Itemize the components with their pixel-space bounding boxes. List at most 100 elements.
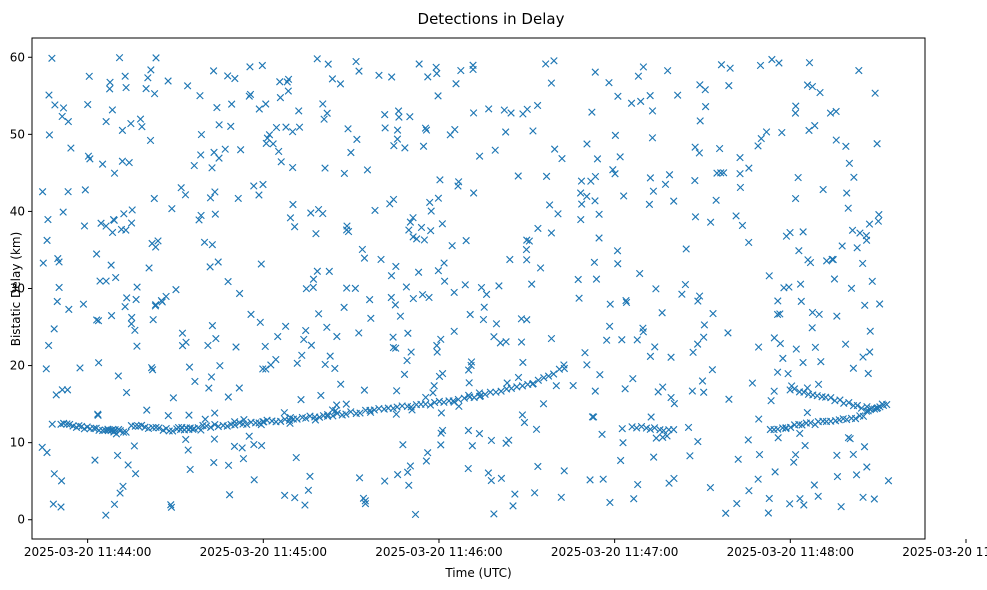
- detection-point: [811, 343, 820, 352]
- detection-point: [796, 429, 804, 438]
- detection-point: [700, 321, 709, 329]
- detection-point: [150, 194, 158, 203]
- detection-point: [281, 322, 290, 331]
- detection-point: [577, 200, 586, 208]
- detection-point: [157, 296, 166, 305]
- detection-point: [511, 490, 519, 498]
- detection-point: [177, 183, 185, 192]
- detection-point: [784, 369, 792, 378]
- detection-point: [182, 338, 190, 346]
- y-tick-label: 20: [10, 359, 25, 373]
- detection-point: [209, 67, 218, 75]
- detection-point: [110, 500, 119, 509]
- detection-point: [191, 377, 199, 386]
- detection-point: [342, 410, 350, 418]
- detection-point: [815, 310, 823, 319]
- detection-point: [530, 489, 539, 497]
- detection-point: [826, 109, 835, 117]
- detection-point: [658, 309, 666, 317]
- detection-point: [786, 386, 794, 394]
- detection-point: [545, 201, 554, 209]
- detection-point: [258, 61, 267, 70]
- detection-point: [502, 338, 510, 346]
- detection-point: [426, 227, 435, 235]
- detection-point: [53, 297, 61, 306]
- detection-point: [306, 472, 314, 481]
- detection-point: [319, 209, 327, 218]
- detection-point: [670, 197, 678, 205]
- detection-point: [495, 282, 503, 290]
- detection-point: [490, 510, 498, 518]
- detection-point: [302, 414, 310, 422]
- detection-point: [267, 361, 275, 369]
- detection-point: [54, 254, 62, 263]
- detection-point: [590, 258, 599, 267]
- detection-point: [243, 420, 251, 429]
- detection-point: [361, 497, 370, 505]
- detection-point: [136, 115, 145, 123]
- detection-point: [786, 228, 794, 237]
- detection-point: [128, 313, 136, 322]
- detection-point: [387, 293, 396, 302]
- detection-point: [360, 386, 369, 394]
- detection-point: [392, 387, 401, 395]
- detection-point: [417, 223, 426, 232]
- detection-point: [262, 139, 270, 148]
- detection-point: [128, 206, 136, 214]
- detection-point: [246, 90, 255, 99]
- detection-point: [762, 128, 771, 136]
- detection-point: [691, 143, 699, 151]
- detection-point: [791, 194, 800, 203]
- detection-point: [224, 393, 233, 401]
- detection-point: [622, 298, 631, 307]
- detection-point: [622, 296, 630, 305]
- detection-point: [701, 102, 710, 111]
- detection-point: [324, 60, 332, 68]
- detection-point: [873, 404, 882, 412]
- detection-point: [122, 226, 130, 234]
- detection-point: [202, 422, 211, 430]
- detection-point: [736, 169, 744, 178]
- detection-point: [768, 55, 776, 64]
- detection-point: [790, 385, 799, 393]
- detection-point: [845, 159, 854, 168]
- detection-point: [189, 425, 197, 434]
- detection-point: [525, 237, 534, 245]
- detection-point: [864, 407, 872, 415]
- detection-point: [484, 105, 493, 113]
- detection-point: [637, 422, 646, 431]
- detection-point: [301, 501, 309, 509]
- detection-point: [429, 389, 437, 397]
- detection-point: [393, 126, 402, 134]
- detection-point: [183, 82, 192, 90]
- detection-point: [409, 213, 417, 222]
- detection-point: [197, 130, 206, 139]
- detection-point: [381, 124, 389, 132]
- detection-point: [786, 423, 795, 432]
- detection-point: [558, 154, 566, 163]
- detection-point: [816, 88, 824, 97]
- detection-point: [755, 450, 764, 459]
- detection-point: [605, 322, 614, 330]
- detection-point: [745, 238, 753, 247]
- detection-point: [434, 194, 443, 202]
- detection-point: [329, 412, 337, 420]
- detection-point: [837, 502, 845, 511]
- detection-point: [577, 177, 586, 185]
- detection-point: [795, 247, 803, 255]
- detection-point: [333, 332, 341, 341]
- detection-point: [646, 425, 655, 434]
- detection-point: [797, 297, 805, 306]
- detection-point: [870, 495, 879, 503]
- detection-point: [38, 443, 46, 452]
- detection-point: [699, 333, 708, 341]
- detection-point: [435, 372, 444, 381]
- detection-point: [212, 334, 220, 343]
- detection-point: [549, 370, 558, 378]
- detection-point: [355, 329, 363, 337]
- detection-point: [451, 125, 459, 134]
- detection-point: [517, 315, 526, 323]
- detection-point: [588, 108, 596, 116]
- detection-point: [113, 451, 122, 460]
